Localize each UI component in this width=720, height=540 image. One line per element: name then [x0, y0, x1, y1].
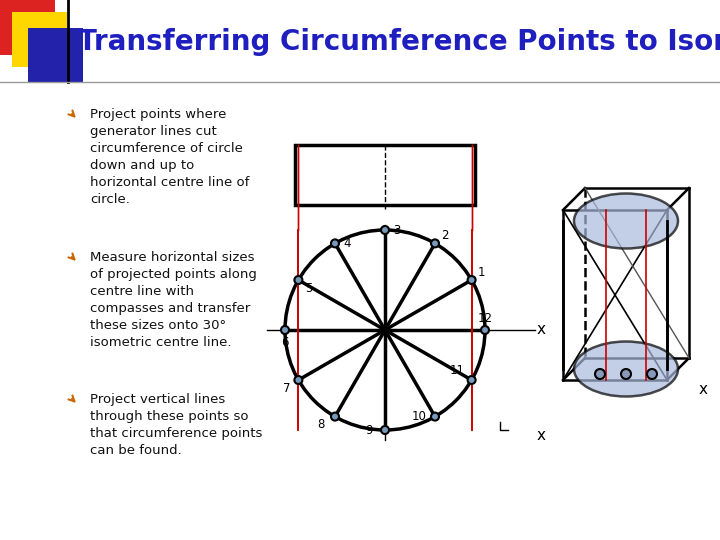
Circle shape — [647, 369, 657, 379]
Text: 3: 3 — [393, 224, 401, 237]
Circle shape — [381, 226, 389, 234]
Text: 4: 4 — [343, 237, 351, 250]
Text: 8: 8 — [318, 418, 325, 431]
Circle shape — [281, 326, 289, 334]
Text: 1: 1 — [478, 266, 485, 279]
Ellipse shape — [574, 341, 678, 396]
Circle shape — [621, 369, 631, 379]
Text: Measure horizontal sizes
of projected points along
centre line with
compasses an: Measure horizontal sizes of projected po… — [90, 251, 257, 349]
Text: 5: 5 — [305, 281, 312, 294]
Circle shape — [431, 413, 439, 421]
Circle shape — [431, 239, 439, 247]
Bar — [0, 0, 55, 55]
Text: x: x — [537, 322, 546, 338]
Text: Project points where
generator lines cut
circumference of circle
down and up to
: Project points where generator lines cut… — [90, 108, 249, 206]
Circle shape — [595, 369, 605, 379]
Circle shape — [467, 276, 476, 284]
Circle shape — [294, 276, 302, 284]
Bar — [28, 28, 83, 83]
Text: 11: 11 — [450, 363, 465, 376]
Circle shape — [481, 326, 489, 334]
Text: 9: 9 — [365, 423, 373, 436]
Circle shape — [467, 376, 476, 384]
Circle shape — [294, 376, 302, 384]
Circle shape — [381, 426, 389, 434]
Text: Transferring Circumference Points to Isometric (1): Transferring Circumference Points to Iso… — [78, 28, 720, 56]
Text: 2: 2 — [441, 229, 449, 242]
Bar — [295, 145, 475, 205]
Text: 6: 6 — [282, 335, 289, 348]
Circle shape — [331, 239, 339, 247]
Ellipse shape — [574, 193, 678, 248]
Text: 12: 12 — [477, 312, 492, 325]
Text: Project vertical lines
through these points so
that circumference points
can be : Project vertical lines through these poi… — [90, 393, 262, 457]
Text: 10: 10 — [412, 410, 426, 423]
Text: x: x — [699, 382, 708, 397]
Bar — [12, 12, 67, 67]
Circle shape — [331, 413, 339, 421]
Text: x: x — [537, 428, 546, 442]
Text: 7: 7 — [283, 381, 290, 395]
